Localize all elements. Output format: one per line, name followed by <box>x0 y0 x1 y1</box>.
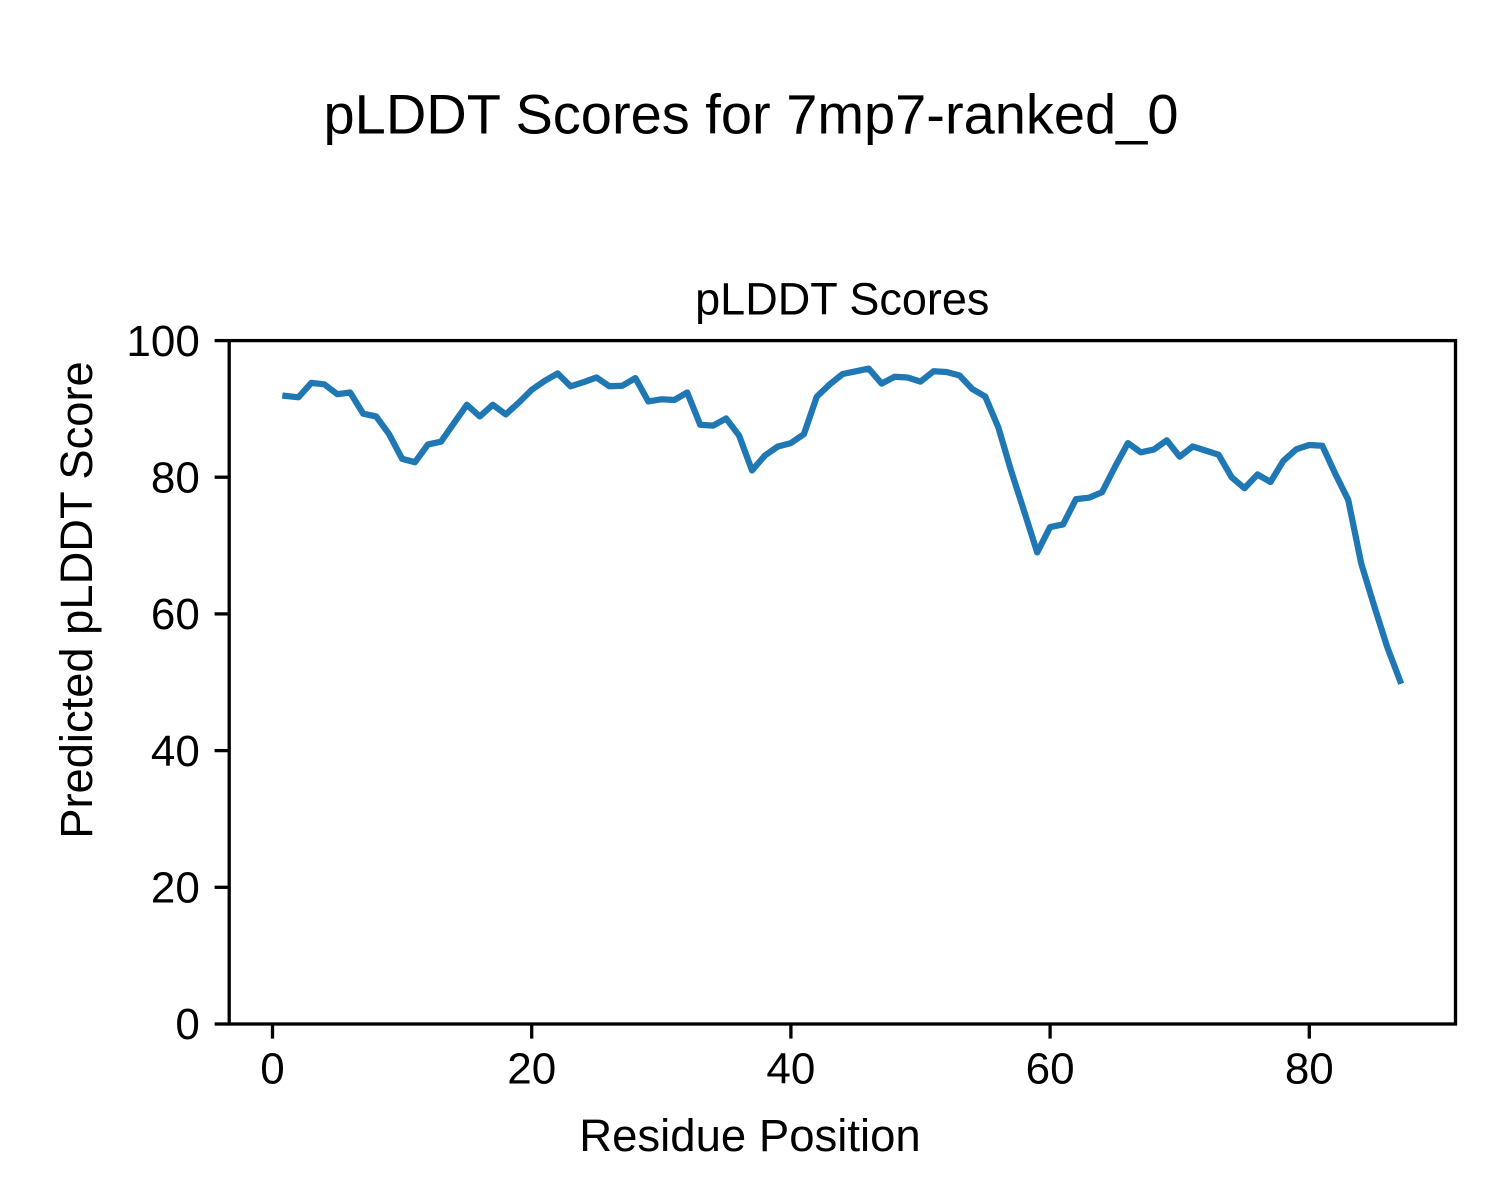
svg-text:Residue Position: Residue Position <box>579 1110 920 1161</box>
svg-text:60: 60 <box>1026 1045 1075 1094</box>
svg-text:pLDDT Scores: pLDDT Scores <box>695 273 989 324</box>
svg-text:40: 40 <box>766 1045 815 1094</box>
svg-text:20: 20 <box>507 1045 556 1094</box>
svg-text:0: 0 <box>260 1045 284 1094</box>
svg-text:Predicted pLDDT Score: Predicted pLDDT Score <box>51 361 102 839</box>
svg-text:80: 80 <box>1285 1045 1334 1094</box>
svg-text:60: 60 <box>151 590 200 639</box>
svg-text:pLDDT Scores for 7mp7-ranked_0: pLDDT Scores for 7mp7-ranked_0 <box>324 83 1179 146</box>
svg-text:20: 20 <box>151 864 200 913</box>
svg-text:40: 40 <box>151 727 200 776</box>
svg-text:0: 0 <box>175 1000 199 1049</box>
svg-text:100: 100 <box>126 317 199 366</box>
svg-text:80: 80 <box>151 453 200 502</box>
